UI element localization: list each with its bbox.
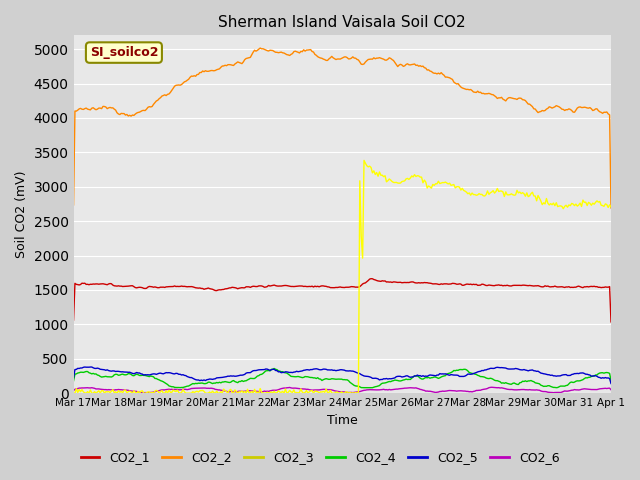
Title: Sherman Island Vaisala Soil CO2: Sherman Island Vaisala Soil CO2 [218, 15, 466, 30]
Legend: CO2_1, CO2_2, CO2_3, CO2_4, CO2_5, CO2_6: CO2_1, CO2_2, CO2_3, CO2_4, CO2_5, CO2_6 [76, 446, 564, 469]
Y-axis label: Soil CO2 (mV): Soil CO2 (mV) [15, 170, 28, 258]
X-axis label: Time: Time [327, 414, 358, 427]
Text: SI_soilco2: SI_soilco2 [90, 46, 158, 59]
